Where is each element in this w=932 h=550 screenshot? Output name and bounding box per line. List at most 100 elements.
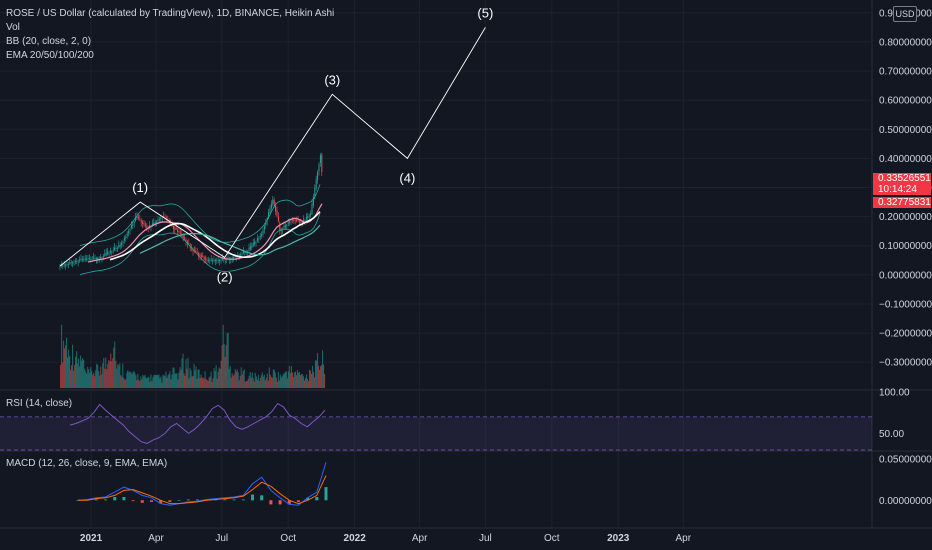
volume-bar	[107, 364, 109, 388]
candle-body	[122, 241, 124, 243]
volume-bar	[208, 377, 210, 388]
candle-body	[220, 259, 222, 261]
currency-button[interactable]: USD	[893, 6, 917, 22]
volume-bar	[297, 372, 299, 388]
legend-bb: BB (20, close, 2, 0)	[6, 36, 92, 47]
candle-body	[109, 251, 111, 253]
bb-lower-line	[79, 213, 321, 276]
volume-bar	[173, 367, 175, 388]
candle-body	[217, 260, 219, 261]
volume-bar	[175, 373, 177, 388]
volume-bar	[166, 377, 168, 388]
candle-body	[182, 235, 184, 238]
candle-body	[315, 179, 317, 189]
volume-bar	[244, 381, 246, 388]
candle-body	[135, 217, 137, 221]
volume-bar	[63, 340, 65, 388]
volume-bar	[91, 370, 93, 388]
candle-body	[301, 222, 303, 223]
macd-line	[77, 462, 327, 506]
candle-body	[133, 221, 135, 224]
candle-body	[269, 208, 271, 213]
candle-body	[70, 262, 72, 264]
macd-histogram-bar	[186, 499, 190, 501]
volume-bar	[309, 370, 312, 388]
volume-bar	[69, 356, 71, 388]
volume-bar	[314, 360, 317, 388]
last-price-tag: 0.33526551	[873, 173, 931, 184]
volume-bar	[149, 381, 151, 388]
candle-body	[199, 254, 201, 257]
volume-bar	[102, 363, 104, 388]
volume-bar	[272, 369, 274, 388]
volume-bar	[237, 372, 239, 388]
ema-line	[109, 211, 321, 261]
volume-bar	[201, 377, 203, 388]
volume-bar	[124, 379, 126, 388]
volume-bar	[300, 374, 303, 388]
volume-bar	[74, 364, 76, 388]
candle-body	[233, 257, 235, 259]
volume-bar	[97, 364, 99, 388]
volume-bar	[105, 357, 107, 388]
volume-bar	[131, 373, 133, 388]
volume-bar	[213, 368, 215, 388]
candle-body	[94, 257, 96, 259]
volume-bar	[138, 379, 140, 388]
volume-bar	[99, 375, 101, 388]
candle-body	[95, 258, 97, 260]
candle-body	[210, 259, 212, 261]
volume-bar	[79, 366, 81, 388]
wave-count-line	[59, 27, 486, 267]
candle-body	[128, 231, 130, 234]
volume-bar	[192, 375, 194, 388]
volume-bar	[271, 377, 273, 388]
macd-histogram-bar	[223, 499, 227, 501]
volume-bar	[134, 372, 136, 388]
volume-bar	[261, 372, 263, 388]
volume-bar	[251, 372, 253, 388]
volume-bar	[217, 371, 219, 388]
candle-body	[144, 224, 146, 226]
candle-body	[62, 265, 64, 267]
volume-bar	[231, 373, 233, 388]
volume-bar	[95, 370, 97, 388]
candle-body	[231, 257, 233, 259]
volume-bar	[73, 370, 75, 388]
candle-body	[184, 237, 186, 239]
volume-bar	[108, 360, 110, 388]
candle-body	[77, 260, 79, 262]
volume-bar	[176, 373, 178, 388]
candle-body	[130, 224, 132, 229]
candle-body	[291, 219, 293, 221]
candle-body	[146, 226, 148, 228]
candle-body	[154, 222, 156, 224]
volume-bar	[195, 366, 197, 388]
volume-bar	[240, 367, 242, 388]
candle-body	[177, 229, 179, 232]
volume-bar	[219, 368, 221, 388]
volume-bar	[275, 377, 277, 388]
volume-bar	[248, 375, 250, 388]
macd-label: MACD (12, 26, close, 9, EMA, EMA)	[6, 458, 168, 469]
volume-bar	[238, 380, 240, 388]
volume-bar	[161, 382, 163, 388]
volume-bar	[190, 370, 192, 388]
volume-bar	[172, 367, 174, 388]
volume-bar	[323, 373, 326, 388]
candle-body	[261, 233, 263, 236]
y-tick-label: 0.10000000	[879, 241, 932, 252]
volume-bar	[117, 364, 119, 388]
volume-bar	[268, 367, 270, 388]
y-tick-label: −0.10000000	[879, 299, 932, 310]
candle-body	[142, 221, 144, 224]
volume-bar	[104, 368, 106, 388]
volume-bar	[94, 376, 96, 388]
candle-body	[297, 220, 299, 222]
volume-bar	[322, 364, 325, 388]
candle-body	[287, 222, 289, 225]
volume-bar	[85, 371, 87, 388]
candle-body	[298, 221, 300, 223]
volume-bar	[122, 363, 124, 388]
